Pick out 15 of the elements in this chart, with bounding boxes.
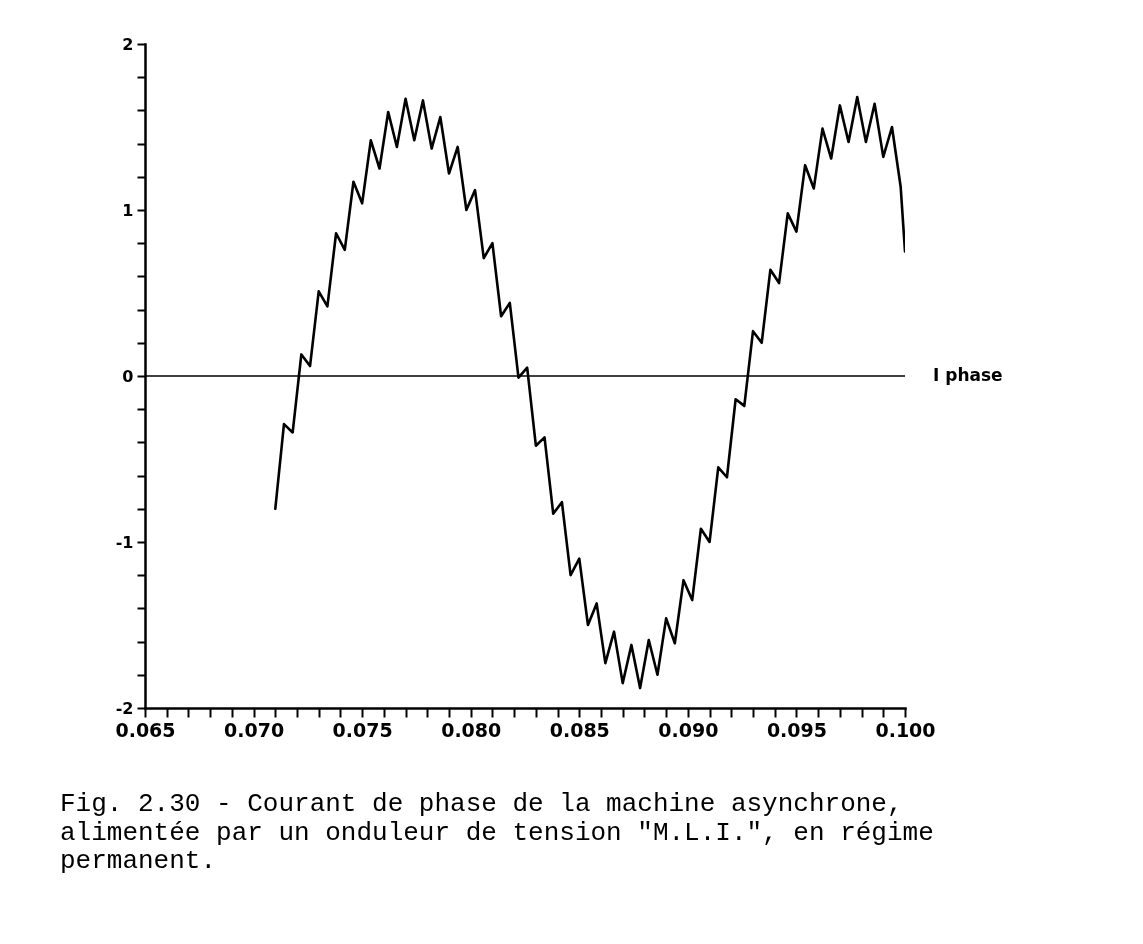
y-tick-label: 0 (122, 366, 134, 386)
x-tick-label: 0.090 (658, 718, 719, 741)
x-tick-label: 0.100 (875, 718, 936, 741)
y-tick-label: 1 (122, 200, 134, 220)
y-tick-label: 2 (122, 34, 134, 54)
x-tick-label: 0.075 (332, 718, 393, 741)
x-tick-label: 0.085 (549, 718, 610, 741)
y-tick-label: -2 (115, 698, 134, 718)
caption: Fig. 2.30 - Courant de phase de la machine asynchrone, alimentée par un onduleur de tension "M.L.I.", en régime permanent. (60, 789, 935, 877)
y-tick-label: -1 (115, 532, 134, 552)
x-tick-label: 0.080 (441, 718, 502, 741)
x-tick-label: 0.095 (766, 718, 827, 741)
x-tick-label: 0.065 (115, 718, 176, 741)
x-tick-label: 0.070 (224, 718, 285, 741)
ref-line-label: I phase (933, 365, 1003, 385)
